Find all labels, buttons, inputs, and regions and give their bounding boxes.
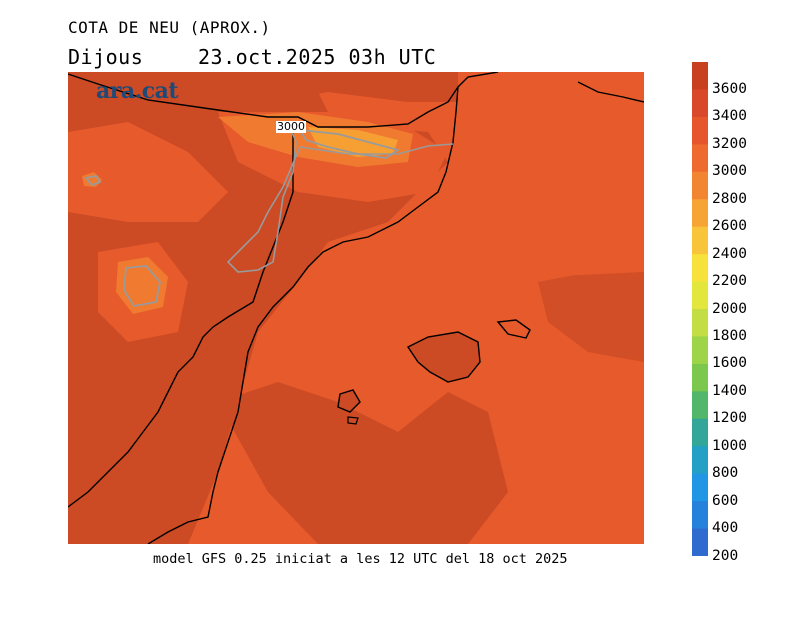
island-ibiza [337, 389, 361, 413]
colorbar-label: 1000 [712, 437, 747, 454]
contour-label: 3000 [276, 120, 306, 133]
colorbar-label: 2400 [712, 245, 747, 262]
colorbar-swatch [692, 336, 708, 365]
colorbar-label: 1400 [712, 382, 747, 399]
colorbar-swatch [692, 226, 708, 255]
snow-level-map [68, 72, 644, 544]
contour-3000 [84, 128, 401, 307]
colorbar-label: 2800 [712, 190, 747, 207]
colorbar-label: 3400 [712, 108, 747, 125]
dark-region-east [538, 262, 644, 362]
colorbar-swatch [692, 254, 708, 283]
colorbar-swatch [692, 363, 708, 392]
colorbar-label: 800 [712, 465, 739, 482]
colorbar-label: 1800 [712, 327, 747, 344]
colorbar-swatch [692, 473, 708, 502]
colorbar-swatch [692, 281, 708, 310]
colorbar-swatch [692, 144, 708, 173]
map-title: COTA DE NEU (APROX.) [68, 18, 271, 37]
colorbar-label: 600 [712, 492, 739, 509]
light-region-northwest [68, 122, 228, 222]
border-lines [68, 72, 644, 508]
colorbar-label: 1600 [712, 355, 747, 372]
forecast-day: Dijous [68, 45, 144, 69]
coastline [147, 86, 459, 544]
island-menorca [496, 319, 531, 339]
orange-patch-left [116, 257, 168, 314]
colorbar-swatch [692, 309, 708, 337]
colorbar-swatch [692, 528, 708, 556]
colorbar-swatch [692, 116, 708, 145]
island-mallorca [406, 331, 481, 383]
colorbar-label: 2600 [712, 218, 747, 235]
colorbar-swatch [692, 446, 708, 475]
dark-region-top [68, 72, 488, 112]
colorbar-swatch [692, 391, 708, 420]
colorbar [692, 62, 708, 556]
forecast-datetime: 23.oct.2025 03h UTC [198, 45, 437, 69]
colorbar-label: 2200 [712, 273, 747, 290]
ara-cat-logo: ara.cat [96, 78, 179, 104]
colorbar-label: 2000 [712, 300, 747, 317]
bright-patch-pyrenees [308, 127, 398, 157]
colorbar-label: 200 [712, 547, 739, 564]
colorbar-swatch [692, 171, 708, 200]
colorbar-swatch [692, 89, 708, 118]
colorbar-swatch [692, 199, 708, 228]
light-region-sea [458, 72, 644, 277]
colorbar-label: 1200 [712, 410, 747, 427]
colorbar-label: 400 [712, 520, 739, 537]
island-formentera [347, 416, 359, 425]
colorbar-swatch [692, 501, 708, 530]
colorbar-label: 3000 [712, 163, 747, 180]
dark-region-south [218, 382, 508, 544]
colorbar-label: 3200 [712, 135, 747, 152]
colorbar-label: 3600 [712, 80, 747, 97]
colorbar-swatch [692, 62, 708, 90]
colorbar-swatch [692, 418, 708, 447]
model-footer: model GFS 0.25 iniciat a les 12 UTC del … [153, 551, 568, 567]
grey-boundary [226, 126, 454, 273]
